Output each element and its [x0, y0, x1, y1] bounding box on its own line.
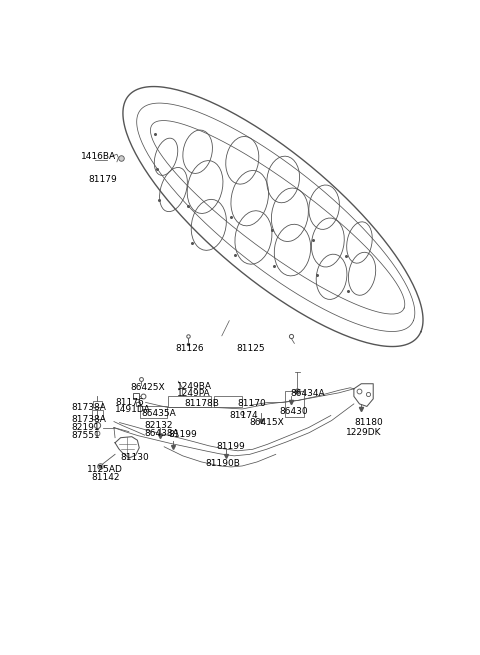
Text: 86435A: 86435A	[141, 409, 176, 418]
Bar	[92, 411, 103, 419]
Text: 81190B: 81190B	[205, 459, 240, 468]
Text: 86425X: 86425X	[130, 383, 165, 392]
Text: 87551: 87551	[71, 431, 100, 440]
Text: 1229DK: 1229DK	[347, 428, 382, 437]
Text: 81738A: 81738A	[71, 403, 106, 412]
Text: 81199: 81199	[216, 442, 245, 451]
Text: 1125AD: 1125AD	[87, 465, 123, 474]
Text: 1249BA: 1249BA	[177, 382, 212, 391]
Text: 1249PA: 1249PA	[177, 389, 211, 398]
Text: 81126: 81126	[175, 344, 204, 353]
Text: 1491DA: 1491DA	[115, 405, 151, 415]
Bar	[93, 402, 102, 407]
Bar	[215, 396, 242, 407]
Text: 86430: 86430	[279, 407, 308, 416]
Text: 81174: 81174	[229, 411, 258, 419]
Text: 81180: 81180	[354, 418, 383, 427]
Text: 81199: 81199	[168, 430, 197, 439]
Text: 81738A: 81738A	[71, 415, 106, 424]
Text: 81176: 81176	[116, 398, 144, 407]
Text: 1416BA: 1416BA	[81, 152, 116, 161]
Text: 81170: 81170	[237, 399, 266, 408]
Bar	[168, 396, 211, 407]
Text: 86438A: 86438A	[145, 428, 180, 438]
Text: 81125: 81125	[237, 344, 265, 353]
Text: 81130: 81130	[120, 453, 149, 462]
Text: 82191: 82191	[71, 423, 100, 432]
Text: 86434A: 86434A	[290, 389, 325, 398]
Bar	[140, 406, 167, 417]
Text: 86415X: 86415X	[250, 418, 285, 427]
Text: 82132: 82132	[145, 421, 173, 430]
Text: 81142: 81142	[92, 472, 120, 481]
Text: 81179: 81179	[88, 175, 117, 184]
Bar	[285, 391, 304, 417]
Text: 81178B: 81178B	[185, 400, 219, 409]
